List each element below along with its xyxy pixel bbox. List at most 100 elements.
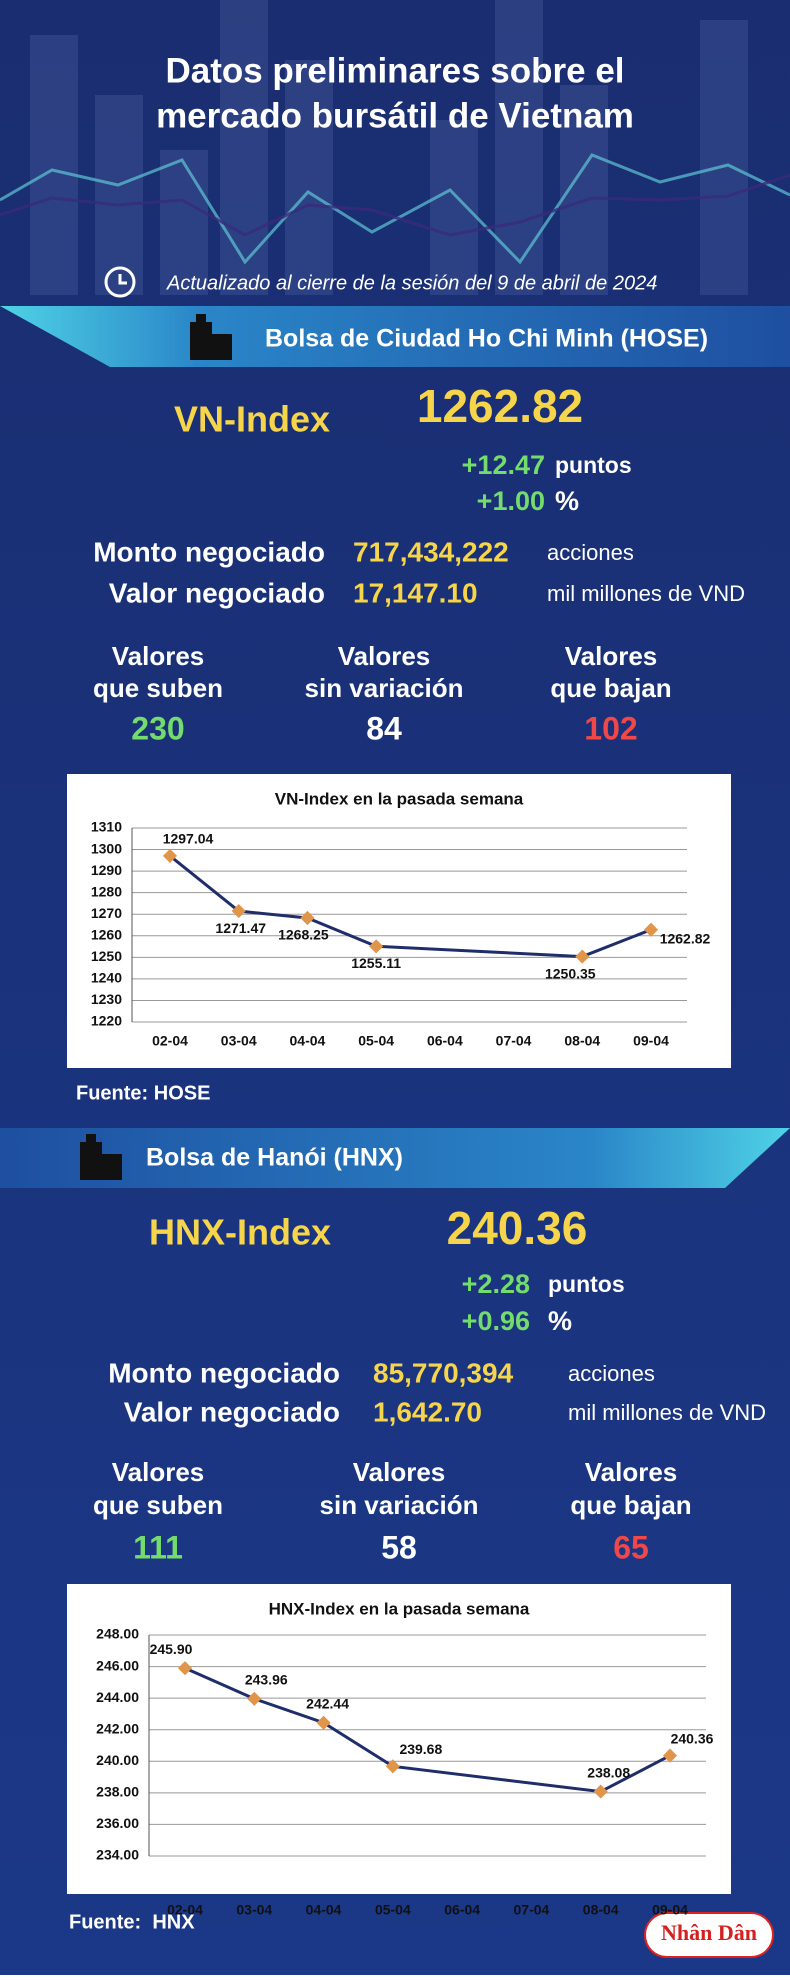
x-tick-label: 02-04 [167, 1902, 203, 1918]
marker [575, 949, 590, 964]
row-unit: acciones [568, 1361, 655, 1386]
data-label: 1250.35 [545, 965, 596, 981]
row-label: Valor negociado [124, 1396, 340, 1427]
y-tick-label: 1240 [91, 970, 122, 986]
x-tick-label: 02-04 [152, 1033, 188, 1049]
row-unit: mil millones de VND [568, 1400, 766, 1425]
count-value: 230 [131, 710, 184, 746]
row-label: Monto negociado [93, 536, 325, 567]
y-tick-label: 1230 [91, 991, 122, 1007]
change: +12.47 [462, 450, 545, 480]
updated: Actualizado al cierre de la sesión del 9… [166, 272, 657, 294]
x-tick-label: 08-04 [583, 1902, 619, 1918]
x-tick-label: 03-04 [236, 1902, 272, 1918]
index-value: 240.36 [447, 1202, 588, 1254]
y-tick-label: 1220 [91, 1013, 122, 1029]
change-unit: puntos [548, 1271, 625, 1297]
marker [231, 903, 246, 919]
row-unit: mil millones de VND [547, 581, 745, 606]
count-value: 102 [584, 710, 637, 746]
marker [662, 1748, 678, 1763]
data-label: 1297.04 [163, 831, 214, 847]
x-tick-label: 06-04 [427, 1033, 463, 1049]
data-label: 1262.82 [660, 930, 711, 946]
y-tick-label: 240.00 [96, 1752, 139, 1768]
x-tick-label: 07-04 [496, 1033, 532, 1049]
data-label: 239.68 [399, 1741, 442, 1757]
marker [385, 1759, 400, 1774]
data-label: 1271.47 [215, 920, 266, 936]
data-label: 243.96 [245, 1671, 288, 1687]
count-label: Valores [112, 1457, 205, 1487]
pct-unit: % [548, 1306, 572, 1336]
exchange-name: Bolsa de Ciudad Ho Chi Minh (HOSE) [265, 325, 708, 353]
title: mercado bursátil de Vietnam [156, 96, 634, 135]
y-tick-label: 1250 [91, 948, 122, 964]
y-tick-label: 1300 [91, 840, 122, 856]
title: Datos preliminares sobre el [165, 51, 624, 90]
change-unit: puntos [555, 452, 632, 478]
index-value: 1262.82 [417, 380, 583, 432]
row-value: 17,147.10 [353, 577, 478, 608]
marker [369, 939, 384, 954]
x-tick-label: 09-04 [652, 1902, 688, 1918]
marker [316, 1715, 331, 1730]
chart-box [67, 1584, 731, 1894]
marker [162, 848, 178, 864]
y-tick-label: 1270 [91, 905, 122, 921]
clock-icon [118, 274, 127, 285]
source: Fuente: HNX [69, 1911, 195, 1933]
line [184, 1666, 671, 1794]
count-label: que bajan [550, 673, 671, 703]
clock-icon [104, 266, 136, 298]
y-tick-label: 1310 [91, 819, 122, 835]
y-tick-label: 244.00 [96, 1689, 139, 1705]
x-tick-label: 04-04 [306, 1902, 342, 1918]
count-label: Valores [112, 641, 205, 671]
count-label: sin variación [320, 1490, 479, 1520]
chart-title: VN-Index en la pasada semana [275, 789, 524, 808]
data-label: 240.36 [671, 1730, 714, 1746]
y-tick-label: 1290 [91, 862, 122, 878]
count-label: Valores [565, 641, 658, 671]
count-value: 65 [613, 1529, 649, 1565]
x-tick-label: 06-04 [444, 1902, 480, 1918]
y-tick-label: 248.00 [96, 1626, 139, 1642]
row-unit: acciones [547, 540, 634, 565]
building-icon [80, 1134, 122, 1180]
row-label: Valor negociado [109, 577, 325, 608]
count-label: sin variación [305, 673, 464, 703]
pct: +1.00 [477, 486, 545, 516]
decor-line [0, 173, 790, 237]
y-tick-label: 242.00 [96, 1720, 139, 1736]
line [169, 854, 652, 959]
logo-badge [644, 1912, 774, 1958]
x-tick-label: 09-04 [633, 1033, 669, 1049]
y-tick-label: 246.00 [96, 1657, 139, 1673]
change: +2.28 [462, 1269, 530, 1299]
count-label: que bajan [570, 1490, 691, 1520]
marker [300, 910, 315, 926]
marker [247, 1691, 262, 1706]
marker [177, 1661, 193, 1676]
y-tick-label: 1260 [91, 926, 122, 942]
marker [643, 922, 659, 937]
x-tick-label: 05-04 [375, 1902, 411, 1918]
row-value: 1,642.70 [373, 1396, 482, 1427]
index-name: HNX-Index [149, 1212, 331, 1253]
count-value: 84 [366, 710, 402, 746]
count-value: 111 [133, 1529, 183, 1565]
y-tick-label: 1280 [91, 883, 122, 899]
data-label: 245.90 [150, 1641, 193, 1657]
data-label: 242.44 [306, 1695, 349, 1711]
x-tick-label: 07-04 [514, 1902, 550, 1918]
data-label: 1255.11 [351, 955, 401, 971]
x-tick-label: 03-04 [221, 1033, 257, 1049]
index-name: VN-Index [174, 399, 330, 440]
x-tick-label: 05-04 [358, 1033, 394, 1049]
banner [0, 1128, 790, 1188]
marker [593, 1784, 608, 1799]
source: Fuente: HOSE [76, 1082, 210, 1104]
x-tick-label: 08-04 [564, 1033, 600, 1049]
